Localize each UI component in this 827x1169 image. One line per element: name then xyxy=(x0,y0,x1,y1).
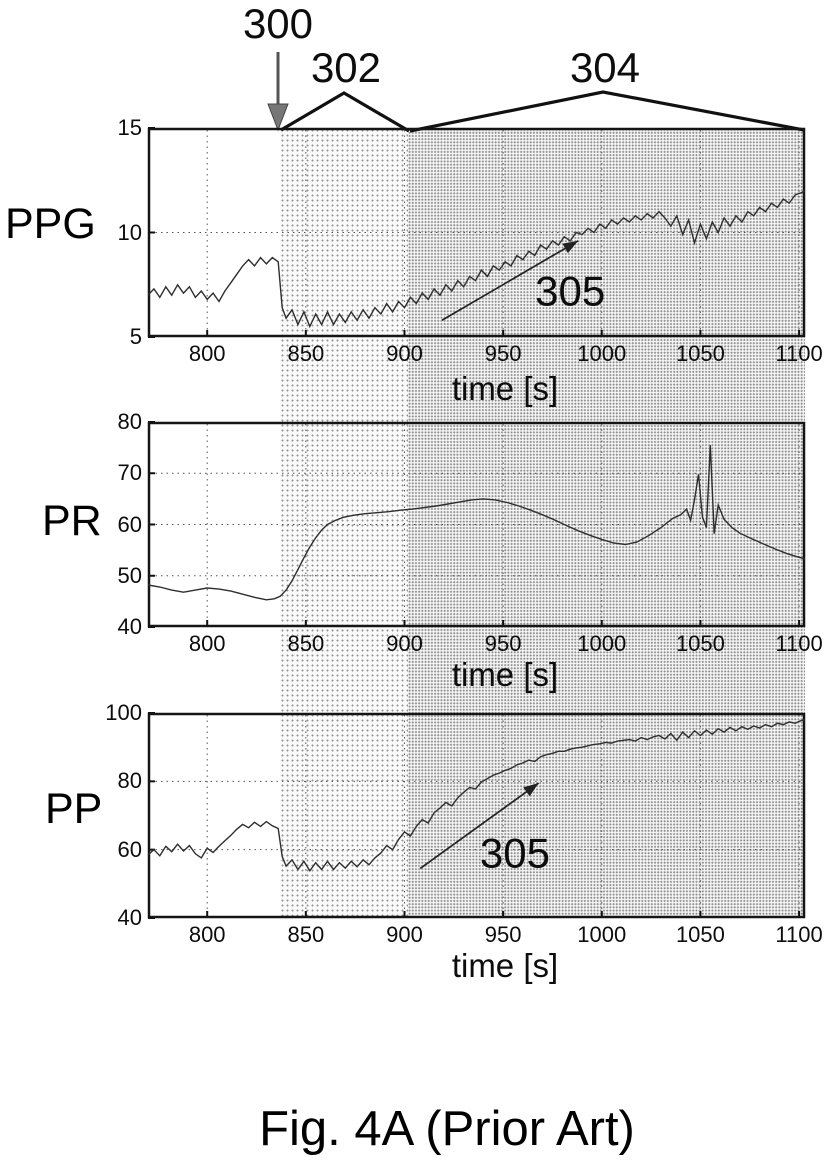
y-tick-label: 60 xyxy=(117,511,142,537)
bracket-304 xyxy=(409,90,805,133)
y-tick-label: 10 xyxy=(117,219,142,245)
plot-border xyxy=(147,421,806,628)
x-tick-label: 1050 xyxy=(675,922,725,947)
signal-trace xyxy=(147,719,806,873)
pp-xaxis-label: time [s] xyxy=(451,947,559,984)
label-304: 304 xyxy=(570,44,640,91)
x-tick-label: 800 xyxy=(188,922,226,947)
plot-border xyxy=(147,127,806,338)
y-tick-label: 100 xyxy=(105,700,142,725)
y-tick-label: 80 xyxy=(117,409,142,434)
x-tick-label: 1000 xyxy=(577,922,627,947)
x-tick-label: 1100 xyxy=(775,631,823,656)
y-tick-label: 80 xyxy=(117,768,142,794)
annotation-label-305: 305 xyxy=(535,268,605,315)
pp-axis-label: PP xyxy=(45,785,103,833)
x-tick-label: 850 xyxy=(287,922,325,947)
x-tick-label: 1000 xyxy=(577,341,627,366)
x-tick-label: 850 xyxy=(287,341,325,366)
x-tick-label: 900 xyxy=(386,341,423,366)
shaded-region-304 xyxy=(408,128,805,918)
shaded-region-302 xyxy=(280,128,409,918)
x-tick-label: 800 xyxy=(188,631,226,656)
pr-xaxis-label: time [s] xyxy=(451,656,559,693)
annotation-arrow xyxy=(419,782,540,870)
annotation-arrowhead xyxy=(523,783,539,797)
ppg-xaxis-label: time [s] xyxy=(451,370,559,407)
x-tick-label: 1100 xyxy=(775,922,823,947)
label-302: 302 xyxy=(311,44,381,91)
annotation-arrowhead xyxy=(562,240,579,254)
x-tick-label: 950 xyxy=(484,341,522,366)
bracket-302 xyxy=(280,91,410,133)
annotation-label-305: 305 xyxy=(480,830,550,877)
ppg-axis-label: PPG xyxy=(5,200,96,248)
x-tick-label: 950 xyxy=(484,631,522,656)
signal-trace xyxy=(147,190,806,329)
pr-plot xyxy=(147,421,806,628)
y-tick-label: 70 xyxy=(117,460,142,486)
x-tick-label: 850 xyxy=(287,631,325,656)
arrow-300-icon xyxy=(267,52,289,132)
annotation-header: 300 302 304 xyxy=(243,0,805,133)
y-tick-label: 50 xyxy=(117,562,142,588)
pr-axis-label: PR xyxy=(42,497,102,545)
figure-caption: Fig. 4A (Prior Art) xyxy=(259,1102,635,1156)
x-tick-label: 1100 xyxy=(775,341,823,366)
x-tick-label: 800 xyxy=(188,341,226,366)
y-tick-label: 15 xyxy=(117,115,142,140)
x-tick-label: 900 xyxy=(386,922,423,947)
pp-plot: 305 xyxy=(147,712,806,919)
signal-trace xyxy=(147,445,806,601)
x-tick-label: 900 xyxy=(386,631,423,656)
x-tick-label: 950 xyxy=(484,922,522,947)
x-tick-label: 1050 xyxy=(675,341,725,366)
x-tick-label: 1000 xyxy=(577,631,627,656)
y-tick-label: 40 xyxy=(117,905,142,930)
plot-border xyxy=(147,712,806,919)
ppg-plot: 305 xyxy=(147,127,806,338)
x-tick-label: 1050 xyxy=(675,631,725,656)
annotation-arrow xyxy=(441,240,579,322)
y-tick-label: 40 xyxy=(117,614,142,639)
y-tick-label: 5 xyxy=(129,324,142,349)
label-300: 300 xyxy=(243,0,313,47)
y-tick-label: 60 xyxy=(117,836,142,862)
